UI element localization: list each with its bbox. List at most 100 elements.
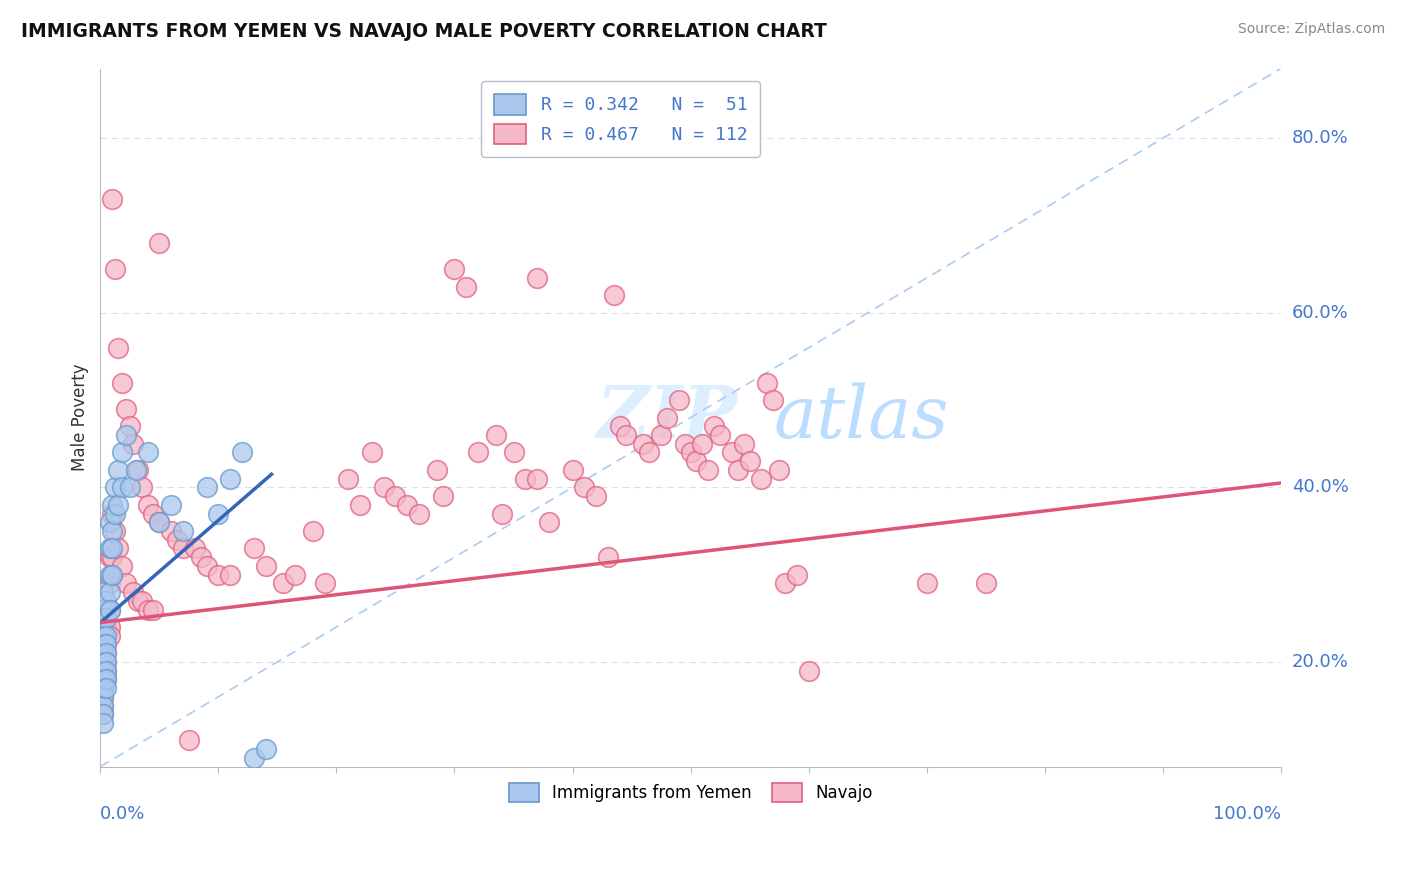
Point: [786, 567, 808, 582]
Point: [115, 428, 138, 442]
Point: [349, 498, 371, 512]
Point: [110, 445, 132, 459]
Point: [103, 480, 125, 494]
Point: [91, 646, 114, 660]
Point: [148, 235, 170, 250]
Point: [91, 698, 114, 713]
Point: [91, 637, 114, 651]
Point: [103, 524, 125, 538]
Text: 20.0%: 20.0%: [1292, 653, 1348, 671]
Point: [384, 489, 406, 503]
Point: [668, 393, 690, 408]
Point: [136, 445, 159, 459]
Text: 80.0%: 80.0%: [1292, 129, 1348, 147]
Point: [91, 707, 114, 722]
Text: IMMIGRANTS FROM YEMEN VS NAVAJO MALE POVERTY CORRELATION CHART: IMMIGRANTS FROM YEMEN VS NAVAJO MALE POV…: [21, 22, 827, 41]
Point: [122, 585, 145, 599]
Point: [96, 602, 118, 616]
Text: 40.0%: 40.0%: [1292, 478, 1348, 496]
Point: [314, 576, 336, 591]
Point: [243, 751, 266, 765]
Point: [101, 550, 124, 565]
Point: [673, 436, 696, 450]
Point: [91, 611, 114, 625]
Point: [118, 480, 141, 494]
Point: [91, 664, 114, 678]
Point: [373, 480, 395, 494]
Point: [574, 480, 596, 494]
Point: [751, 472, 773, 486]
Point: [491, 507, 513, 521]
Point: [502, 445, 524, 459]
Point: [408, 507, 430, 521]
Point: [219, 472, 242, 486]
Point: [96, 673, 118, 687]
Point: [456, 279, 478, 293]
Point: [118, 419, 141, 434]
Point: [91, 655, 114, 669]
Point: [91, 707, 114, 722]
Point: [96, 594, 118, 608]
Point: [96, 655, 118, 669]
Point: [160, 498, 183, 512]
Point: [679, 445, 702, 459]
Point: [91, 673, 114, 687]
Point: [107, 463, 129, 477]
Point: [98, 602, 121, 616]
Point: [101, 567, 124, 582]
Point: [115, 401, 138, 416]
Text: ZIP: ZIP: [596, 382, 737, 453]
Point: [172, 541, 194, 556]
Point: [91, 664, 114, 678]
Point: [655, 410, 678, 425]
Point: [91, 585, 114, 599]
Point: [396, 498, 419, 512]
Point: [596, 550, 619, 565]
Point: [91, 655, 114, 669]
Point: [98, 567, 121, 582]
Point: [110, 480, 132, 494]
Point: [91, 602, 114, 616]
Point: [101, 524, 124, 538]
Point: [709, 428, 731, 442]
Point: [195, 480, 218, 494]
Point: [96, 664, 118, 678]
Point: [697, 463, 720, 477]
Point: [302, 524, 325, 538]
Text: 0.0%: 0.0%: [100, 805, 146, 823]
Point: [177, 733, 200, 747]
Point: [136, 498, 159, 512]
Point: [136, 602, 159, 616]
Point: [96, 637, 118, 651]
Point: [426, 463, 449, 477]
Point: [515, 472, 537, 486]
Point: [98, 602, 121, 616]
Point: [768, 463, 790, 477]
Point: [284, 567, 307, 582]
Point: [98, 585, 121, 599]
Point: [685, 454, 707, 468]
Point: [96, 646, 118, 660]
Point: [148, 516, 170, 530]
Point: [131, 480, 153, 494]
Point: [142, 507, 165, 521]
Point: [103, 262, 125, 277]
Point: [526, 472, 548, 486]
Text: 100.0%: 100.0%: [1213, 805, 1281, 823]
Point: [96, 629, 118, 643]
Point: [110, 558, 132, 573]
Point: [738, 454, 761, 468]
Point: [122, 436, 145, 450]
Point: [207, 567, 229, 582]
Point: [107, 341, 129, 355]
Legend: Immigrants from Yemen, Navajo: Immigrants from Yemen, Navajo: [501, 774, 880, 811]
Point: [207, 507, 229, 521]
Text: 60.0%: 60.0%: [1292, 304, 1348, 322]
Point: [219, 567, 242, 582]
Point: [98, 541, 121, 556]
Point: [91, 690, 114, 704]
Point: [107, 541, 129, 556]
Point: [127, 463, 149, 477]
Y-axis label: Male Poverty: Male Poverty: [72, 364, 89, 471]
Point: [537, 516, 560, 530]
